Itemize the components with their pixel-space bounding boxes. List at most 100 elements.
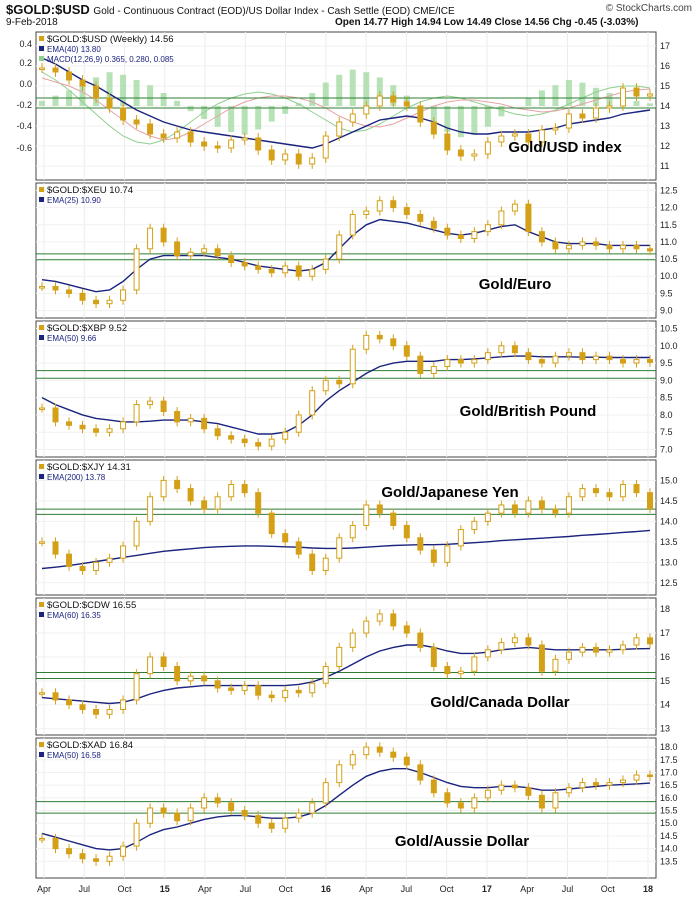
stockcharts-credit[interactable]: © StockCharts.com <box>605 3 692 14</box>
price-bar <box>647 492 653 510</box>
macd-histogram-bar <box>336 74 343 106</box>
price-bar <box>619 87 626 107</box>
price-bar <box>606 782 613 786</box>
price-bar <box>511 203 518 212</box>
price-bar <box>160 479 167 498</box>
price-bar <box>201 500 208 510</box>
price-bar <box>538 794 545 809</box>
price-bar <box>322 379 329 392</box>
y-tick-label: 11 <box>660 161 669 171</box>
price-bar <box>390 613 397 627</box>
y-tick-label: 18 <box>660 604 670 614</box>
price-bar <box>633 244 640 250</box>
price-bar <box>647 93 653 97</box>
price-bar <box>592 355 599 361</box>
price-bar <box>52 692 59 701</box>
price-bar <box>376 334 383 340</box>
x-tick-label: 15 <box>160 884 170 894</box>
macd-histogram-bar <box>160 93 167 106</box>
price-bar <box>214 496 221 510</box>
y-tick-label: 9.5 <box>660 358 673 368</box>
price-bar <box>106 709 113 715</box>
price-bar <box>120 545 127 559</box>
price-bar <box>295 414 302 433</box>
chart-header: $GOLD:$USD Gold - Continuous Contract (E… <box>0 0 700 32</box>
macd-histogram-bar <box>282 106 289 114</box>
price-bar <box>228 435 235 440</box>
y-tick-label: 14.5 <box>660 496 678 506</box>
price-bar <box>565 352 572 357</box>
price-bar <box>93 428 100 433</box>
macd-histogram-bar <box>133 80 140 106</box>
x-tick-label: Jul <box>562 884 574 894</box>
y-tick-label: 12.5 <box>660 578 678 588</box>
y-tick-label: 16 <box>660 61 670 71</box>
price-bar <box>106 299 113 305</box>
price-bar <box>363 504 370 526</box>
price-bar <box>187 488 194 502</box>
price-bar <box>39 286 45 289</box>
macd-axis-label: 0.2 <box>19 58 32 68</box>
y-tick-label: 8.0 <box>660 410 673 420</box>
price-bar <box>484 352 491 361</box>
price-bar <box>471 359 478 364</box>
price-bar <box>133 822 140 847</box>
price-bar <box>295 812 302 819</box>
price-bar <box>390 200 397 209</box>
price-bar <box>174 812 181 822</box>
price-bar <box>268 822 275 829</box>
price-bar <box>430 779 437 794</box>
price-bar <box>552 508 559 514</box>
price-bar <box>93 85 100 99</box>
macd-histogram-bar <box>349 69 356 106</box>
legend-entry: EMA(50) 16.58 <box>47 751 101 760</box>
price-bar <box>79 565 86 572</box>
price-bar <box>66 553 73 567</box>
price-bar <box>592 107 599 119</box>
price-bar <box>336 234 343 260</box>
ema-line <box>41 218 650 293</box>
price-bar <box>471 797 478 809</box>
price-bar <box>579 782 586 789</box>
price-bar <box>430 366 437 374</box>
price-bar <box>160 656 167 668</box>
y-tick-label: 10.0 <box>660 341 678 351</box>
y-tick-label: 14.0 <box>660 516 678 526</box>
price-bar <box>106 428 113 433</box>
price-bar <box>228 687 235 691</box>
price-bar <box>322 258 329 270</box>
y-tick-label: 13 <box>660 724 670 734</box>
price-bar <box>268 512 275 535</box>
price-bar <box>511 784 518 789</box>
price-bar <box>79 704 86 711</box>
price-bar <box>255 815 262 824</box>
price-bar <box>147 807 154 824</box>
price-bar <box>120 289 127 301</box>
price-bar <box>282 689 289 699</box>
price-bar <box>619 779 626 784</box>
price-bar <box>633 637 640 646</box>
y-tick-label: 12 <box>660 141 670 151</box>
price-bar <box>214 680 221 689</box>
price-bar <box>187 675 194 682</box>
x-tick-label: Jul <box>79 884 91 894</box>
price-bar <box>565 787 572 794</box>
ema-line <box>41 57 651 149</box>
price-bar <box>444 545 451 563</box>
legend-swatch <box>39 612 44 617</box>
price-bar <box>430 121 437 135</box>
price-bar <box>309 802 316 814</box>
price-bar <box>133 673 140 701</box>
price-bar <box>606 105 613 109</box>
price-bar <box>417 355 424 374</box>
macd-histogram-bar <box>322 82 329 106</box>
macd-signal-line <box>41 77 651 141</box>
price-bar <box>403 524 410 539</box>
price-bar <box>457 670 464 675</box>
macd-histogram-bar <box>255 106 262 130</box>
panel-title: Gold/Euro <box>479 276 552 293</box>
price-bar <box>525 500 532 514</box>
price-bar <box>336 646 343 668</box>
price-bar <box>349 348 356 385</box>
y-tick-label: 15.5 <box>660 806 678 816</box>
